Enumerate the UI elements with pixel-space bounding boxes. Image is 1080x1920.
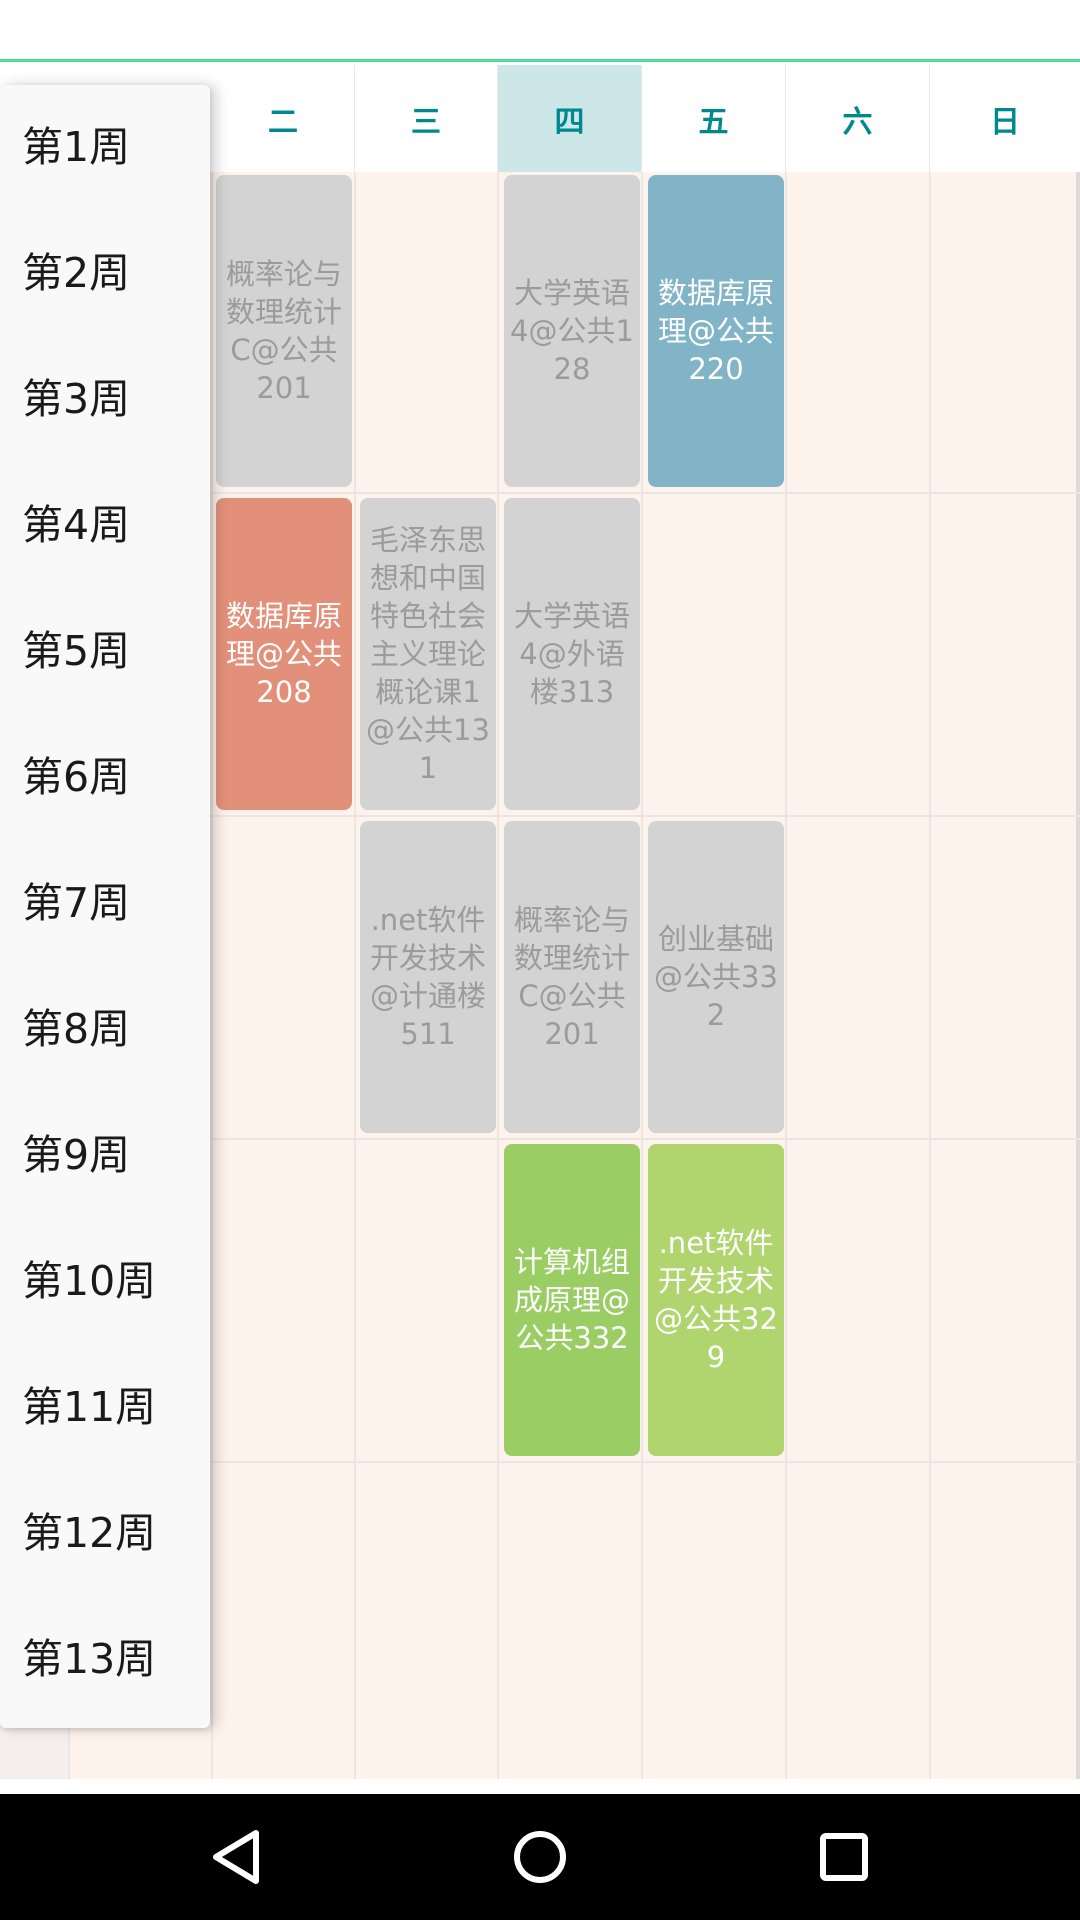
week-option[interactable]: 第11周: [22, 1377, 156, 1437]
grid-line: [1076, 172, 1080, 1779]
course-card[interactable]: 大学英语4@外语楼313: [504, 498, 640, 810]
week-option[interactable]: 第1周: [22, 117, 130, 177]
back-triangle-icon[interactable]: [206, 1827, 266, 1887]
week-option[interactable]: 第5周: [22, 621, 130, 681]
week-option[interactable]: 第2周: [22, 243, 130, 303]
grid-line: [211, 172, 213, 1779]
grid-line: [354, 172, 356, 1779]
week-selector-dropdown: 第1周 第2周 第3周 第4周 第5周 第6周 第7周 第8周 第9周 第10周…: [0, 85, 210, 1728]
week-option[interactable]: 第3周: [22, 369, 130, 429]
course-card[interactable]: 大学英语4@公共128: [504, 175, 640, 487]
course-card[interactable]: 概率论与数理统计C@公共201: [504, 821, 640, 1133]
course-card[interactable]: 计算机组成原理@公共332: [504, 1144, 640, 1456]
grid-line: [497, 172, 499, 1779]
week-option[interactable]: 第4周: [22, 495, 130, 555]
grid-line: [785, 172, 787, 1779]
home-circle-icon[interactable]: [510, 1827, 570, 1887]
day-header-thu[interactable]: 四: [498, 65, 642, 172]
week-option[interactable]: 第8周: [22, 999, 130, 1059]
grid-line: [929, 172, 931, 1779]
course-card[interactable]: 数据库原理@公共220: [648, 175, 784, 487]
course-card[interactable]: .net软件开发技术@公共329: [648, 1144, 784, 1456]
day-header-tue[interactable]: 二: [212, 65, 355, 172]
course-card[interactable]: 数据库原理@公共208: [216, 498, 352, 810]
day-header-wed[interactable]: 三: [355, 65, 498, 172]
week-option[interactable]: 第7周: [22, 873, 130, 933]
grid-line: [641, 172, 643, 1779]
day-header-sat[interactable]: 六: [786, 65, 930, 172]
top-bar: [0, 0, 1080, 62]
week-option[interactable]: 第6周: [22, 747, 130, 807]
system-navigation-bar: [0, 1794, 1080, 1920]
course-card[interactable]: .net软件开发技术@计通楼511: [360, 821, 496, 1133]
day-header-fri[interactable]: 五: [642, 65, 786, 172]
week-option[interactable]: 第9周: [22, 1125, 130, 1185]
week-option[interactable]: 第10周: [22, 1251, 156, 1311]
week-option[interactable]: 第12周: [22, 1503, 156, 1563]
course-card[interactable]: 概率论与数理统计C@公共201: [216, 175, 352, 487]
recents-square-icon[interactable]: [814, 1827, 874, 1887]
week-option[interactable]: 第13周: [22, 1629, 156, 1689]
course-card[interactable]: 毛泽东思想和中国特色社会主义理论概论课1@公共131: [360, 498, 496, 810]
course-card[interactable]: 创业基础@公共332: [648, 821, 784, 1133]
day-header-sun[interactable]: 日: [930, 65, 1080, 172]
